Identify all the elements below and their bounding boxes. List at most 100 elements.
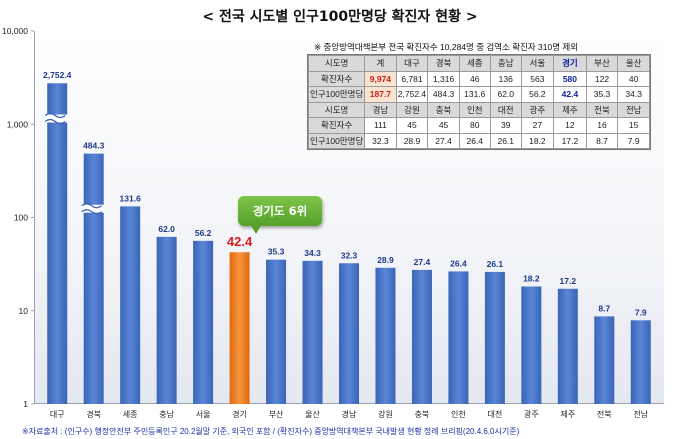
- table-cell: 34.3: [617, 86, 650, 103]
- category-label-11: 인천: [451, 409, 466, 419]
- table-cell: 전북: [585, 101, 619, 118]
- value-label-2: 131.6: [120, 193, 142, 203]
- y-tick-label: 10,000: [2, 26, 28, 36]
- row-header-cell: 시도명: [307, 101, 366, 118]
- value-label-9: 28.9: [377, 255, 394, 265]
- value-label-15: 8.7: [598, 303, 610, 313]
- row-header-cell: 인구100만명당: [307, 86, 366, 103]
- x-axis: 대구 경북 세종 충남 서울 경기 부산 울산 경남 강원 충북 인천 대전 광주 제주 전북 전남: [50, 409, 649, 419]
- table-cell: 울산: [617, 55, 650, 72]
- category-label-8: 경남: [342, 409, 357, 419]
- table-cell: 대전: [489, 101, 522, 118]
- bar-2: [120, 206, 141, 404]
- table-cell: 27.4: [427, 132, 460, 149]
- category-label-3: 충남: [159, 410, 174, 419]
- value-label-13: 18.2: [523, 273, 540, 283]
- value-label-1: 484.3: [83, 141, 105, 151]
- table-cell: 45: [395, 117, 429, 134]
- category-label-7: 울산: [305, 409, 320, 419]
- table-cell: 28.9: [395, 132, 429, 149]
- table-cell: 경북: [427, 55, 460, 72]
- bar-1: [83, 153, 104, 404]
- table-cell: 580: [553, 70, 587, 87]
- category-label-0: 대구: [50, 410, 65, 419]
- category-label-13: 광주: [524, 409, 539, 419]
- table-cell: 12: [553, 117, 587, 134]
- table-row: 인구100만명당 32.3 28.9 27.4 26.4 26.1 18.2 17.2 8.7 7…: [307, 132, 650, 149]
- table-cell: 27: [520, 117, 555, 134]
- category-label-16: 전남: [633, 409, 648, 419]
- category-label-1: 경북: [86, 409, 101, 419]
- row-header-cell: 인구100만명당: [307, 132, 366, 149]
- axis-break-gap: [82, 204, 105, 213]
- bar-0: [47, 83, 68, 405]
- table-cell: 경남: [364, 101, 397, 118]
- bar-5: [229, 252, 250, 404]
- gyeonggi-rank-callout: 경기도 6위: [238, 196, 322, 226]
- category-label-15: 전북: [597, 409, 612, 419]
- table-cell: 제주: [553, 101, 587, 118]
- table-cell: 부산: [585, 55, 619, 72]
- bar-14: [557, 288, 578, 404]
- table-cell: 충북: [427, 101, 460, 118]
- table-cell: 187.7: [364, 86, 397, 103]
- category-label-5: 경기: [232, 409, 247, 419]
- y-axis: 1 10 100 1,000 10,000: [2, 26, 34, 409]
- bar-4: [193, 240, 214, 404]
- category-label-2: 세종: [123, 410, 138, 419]
- table-cell: 136: [489, 70, 522, 87]
- table-cell: 대구: [395, 55, 429, 72]
- table-cell: 45: [427, 117, 460, 134]
- value-label-14: 17.2: [560, 276, 577, 286]
- table-cell: 26.4: [458, 132, 491, 149]
- axis-break-mark: [81, 209, 103, 215]
- value-label-0: 2,752.4: [43, 70, 72, 80]
- bar-9: [375, 267, 396, 404]
- y-tick-label: 1,000: [7, 119, 29, 129]
- table-cell: 강원: [395, 101, 429, 118]
- value-label-10: 27.4: [414, 257, 431, 267]
- y-tick-label: 1: [23, 399, 28, 409]
- value-label-11: 26.4: [450, 258, 467, 268]
- value-label-8: 32.3: [341, 250, 358, 260]
- category-label-9: 강원: [378, 409, 393, 419]
- bar-15: [594, 316, 615, 404]
- row-header-cell: 시도명: [307, 55, 366, 72]
- bar-10: [411, 269, 432, 404]
- confirmed-cases-table: 시도명 계 대구 경북 세종 충남 서울 경기 부산 울산 확진자수 9,974 6,781 1,316 4…: [307, 55, 650, 149]
- table-cell: 32.3: [364, 132, 397, 149]
- category-label-10: 충북: [415, 410, 430, 419]
- bar-3: [156, 236, 177, 404]
- value-label-4: 56.2: [195, 228, 212, 238]
- table-cell: 세종: [458, 55, 491, 72]
- table-cell: 서울: [520, 55, 555, 72]
- bar-11: [448, 271, 469, 404]
- table-cell: 충남: [489, 55, 522, 72]
- table-cell: 56.2: [520, 86, 555, 103]
- table-cell: 16: [585, 117, 619, 134]
- table-cell: 111: [364, 117, 397, 134]
- value-label-6: 35.3: [268, 247, 285, 257]
- value-label-3: 62.0: [158, 224, 175, 234]
- table-cell: 18.2: [520, 132, 555, 149]
- table-cell: 62.0: [489, 86, 522, 103]
- table-caption: ※ 중앙방역대책본부 전국 확진자수 10,284명 중 검역소 확진자 310…: [314, 42, 579, 52]
- table-cell: 경기: [553, 55, 587, 72]
- bar-6: [266, 259, 287, 404]
- table-cell: 2,752.4: [395, 86, 429, 103]
- bar-12: [484, 271, 505, 404]
- value-label-5: 42.4: [227, 234, 253, 249]
- axis-break-mark: [81, 203, 103, 209]
- table-row: 확진자수 111 45 45 80 39 27 12 16 15: [307, 117, 650, 134]
- category-label-6: 부산: [269, 409, 284, 419]
- bar-8: [339, 263, 359, 404]
- table-cell: 39: [489, 117, 522, 134]
- category-label-4: 서울: [196, 410, 211, 419]
- table-cell: 484.3: [427, 86, 460, 103]
- source-note: ※자료출처 : (인구수) 행정안전부 주민등록인구 20.2월말 기준, 외국…: [22, 427, 520, 436]
- table-cell: 563: [520, 70, 555, 87]
- value-label-12: 26.1: [487, 259, 504, 269]
- axis-break-mark: [44, 118, 66, 125]
